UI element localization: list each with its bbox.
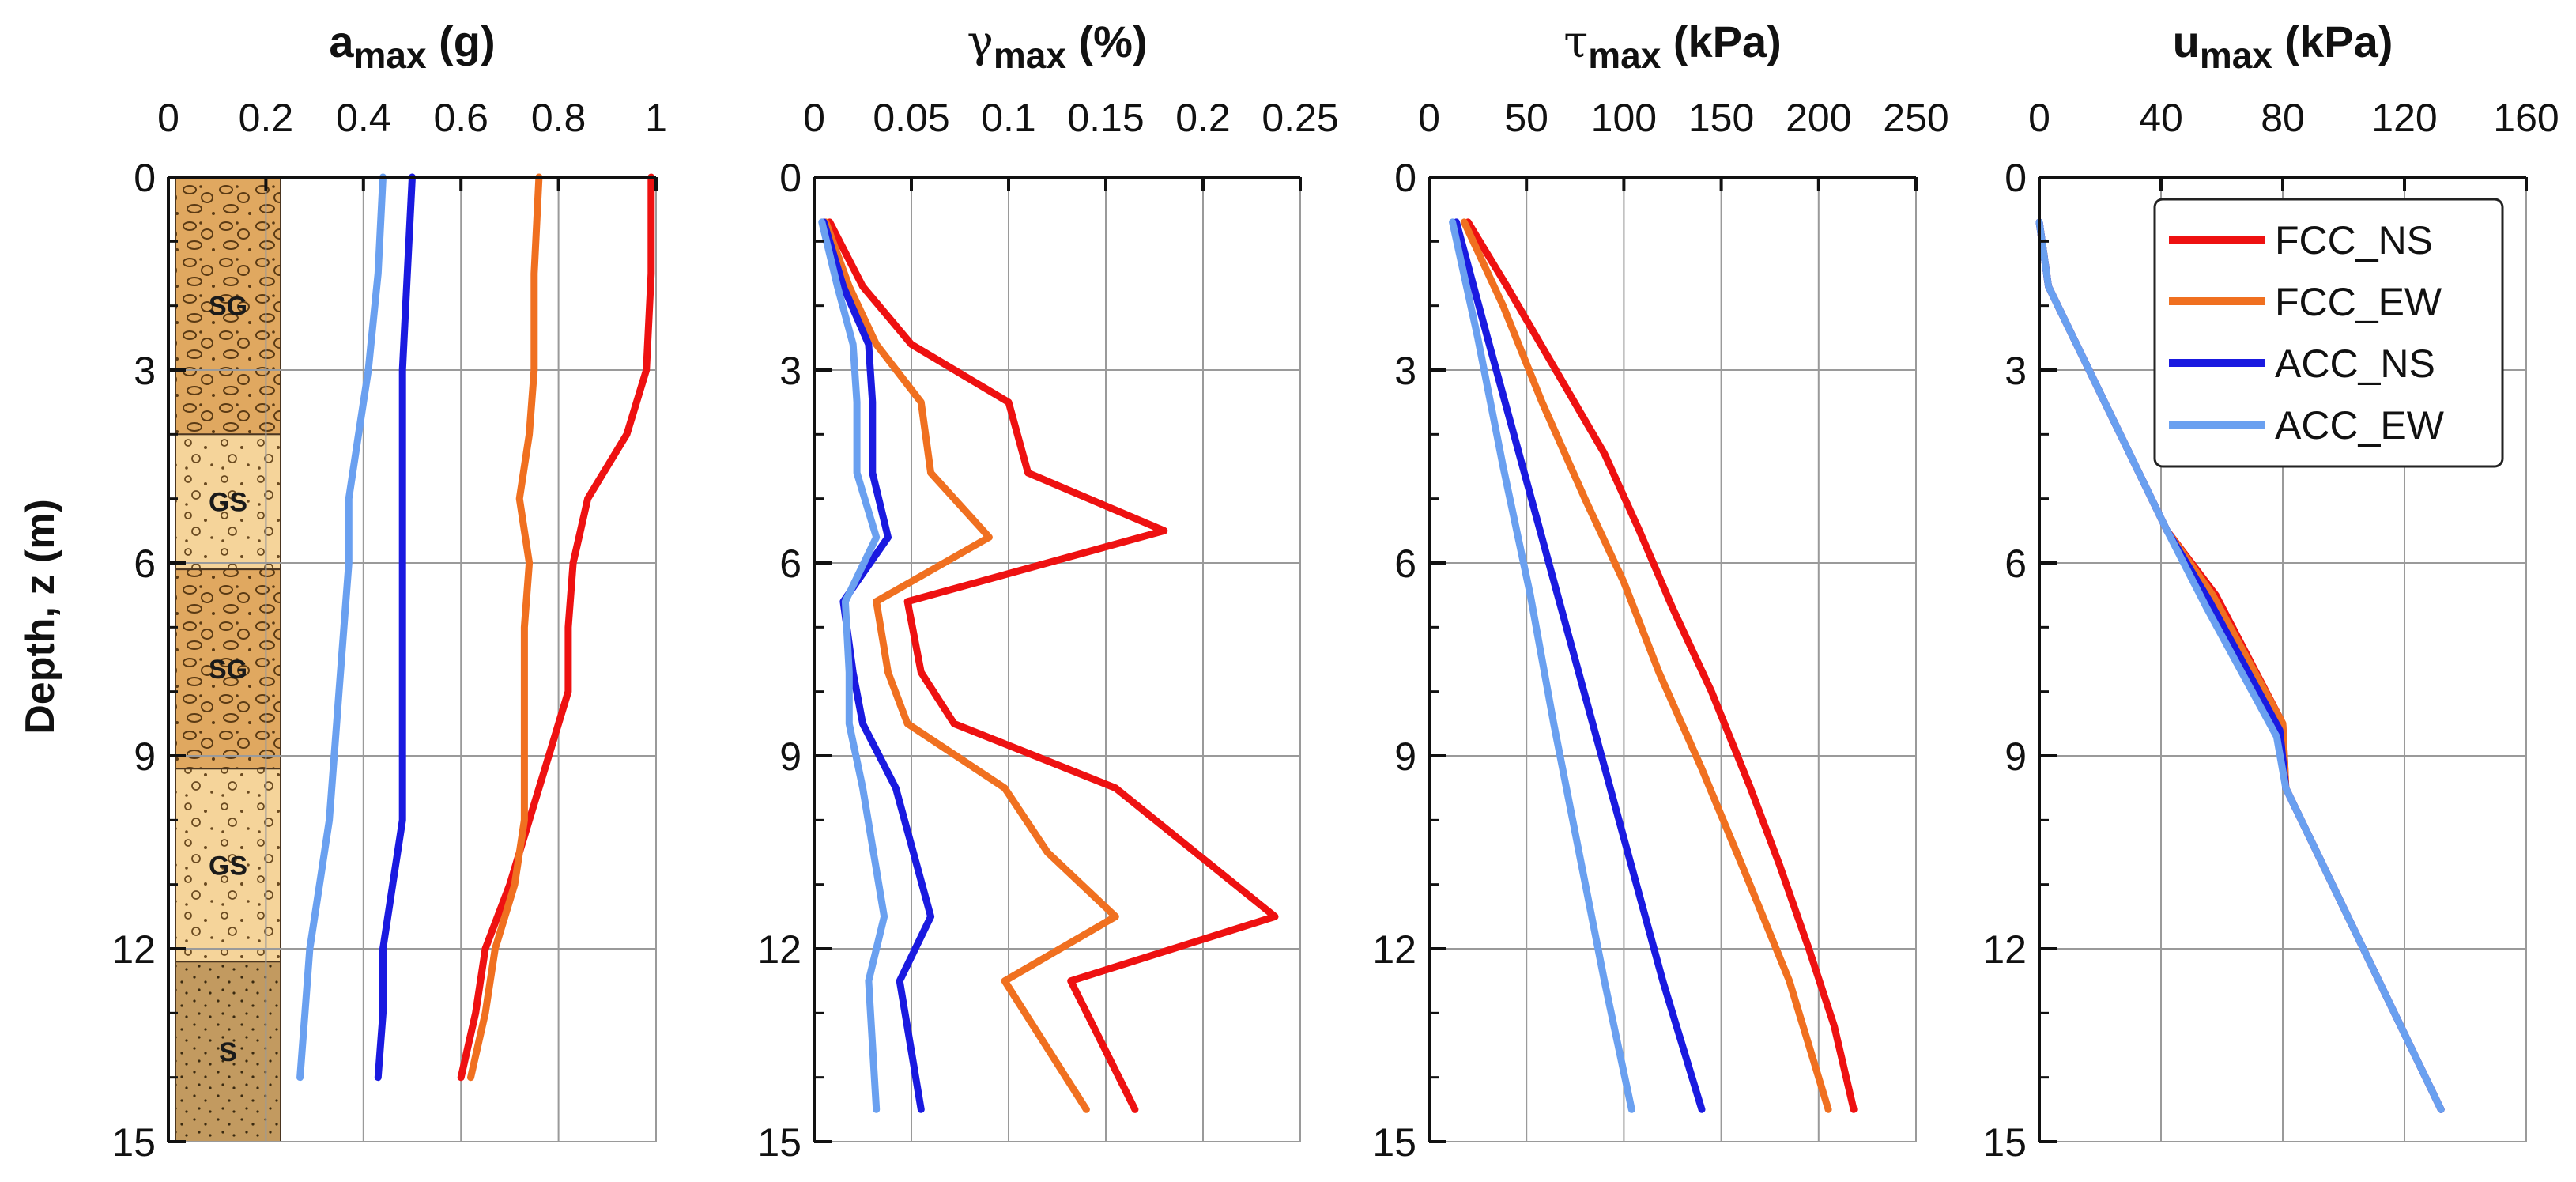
x-tick-label-2: 0.4 — [336, 96, 391, 140]
y-tick-label-1: 3 — [134, 349, 156, 393]
y-tick-label-1: 3 — [2005, 349, 2027, 393]
y-tick-label-2: 6 — [1394, 542, 1416, 586]
panel-gamma-max: 0 0.05 0.1 0.15 0.2 0.25 0 3 6 9 12 15 γmax (%) — [757, 17, 1338, 1165]
y-tick-label-5: 15 — [111, 1120, 156, 1165]
x-tick-label-5: 0.25 — [1262, 96, 1338, 140]
y-tick-label-2: 6 — [779, 542, 801, 586]
x-tick-label-2: 80 — [2261, 96, 2305, 140]
y-tick-label-0: 0 — [1394, 156, 1416, 200]
legend-box — [2153, 198, 2504, 468]
x-tick-label-3: 0.15 — [1067, 96, 1144, 140]
legend-label-fcc-ew: FCC_EW — [2275, 280, 2442, 324]
soil-layer-label-3: GS — [209, 851, 247, 881]
soil-layer-label-1: GS — [209, 488, 247, 518]
x-tick-label-3: 0.6 — [433, 96, 488, 140]
legend-label-fcc-ns: FCC_NS — [2275, 218, 2433, 262]
y-tick-label-0: 0 — [134, 156, 156, 200]
panel-amax: SG GS SG GS S 0 0.2 0.4 0.6 0.8 1 0 3 6 9 12 15 amax (g) — [111, 17, 667, 1165]
soil-layer-label-2: SG — [209, 655, 247, 685]
series-line-fcc-ns — [457, 173, 655, 1082]
soil-layer-label-0: SG — [209, 292, 247, 322]
y-tick-label-3: 9 — [1394, 735, 1416, 779]
x-tick-label-0: 0 — [803, 96, 825, 140]
panel-title: τmax (kPa) — [1563, 17, 1782, 76]
x-tick-label-4: 0.2 — [1175, 96, 1231, 140]
series-line-acc-ew — [818, 218, 888, 1113]
x-tick-label-0: 0 — [1418, 96, 1440, 140]
y-tick-label-5: 15 — [757, 1120, 801, 1165]
series-line-fcc-ew — [1460, 218, 1832, 1113]
soil-layer-0 — [175, 176, 281, 436]
y-tick-label-5: 15 — [1982, 1120, 2027, 1165]
x-tick-label-0: 0 — [2028, 96, 2050, 140]
soil-layer-1 — [175, 433, 281, 571]
x-tick-label-3: 120 — [2371, 96, 2437, 140]
x-tick-label-1: 0.05 — [873, 96, 949, 140]
x-tick-label-5: 1 — [645, 96, 667, 140]
y-tick-label-1: 3 — [1394, 349, 1416, 393]
x-tick-label-0: 0 — [157, 96, 179, 140]
y-tick-label-3: 9 — [134, 735, 156, 779]
legend: FCC_NS FCC_EW ACC_NS ACC_EW — [2153, 198, 2504, 468]
y-tick-label-4: 12 — [1982, 927, 2027, 972]
y-tick-label-0: 0 — [2005, 156, 2027, 200]
series-line-fcc-ew — [822, 218, 1119, 1113]
series-line-acc-ns — [820, 218, 935, 1113]
x-tick-label-2: 0.1 — [981, 96, 1036, 140]
y-tick-label-3: 9 — [779, 735, 801, 779]
panel-tau-max: 0 50 100 150 200 250 0 3 6 9 12 15 τmax (kPa) — [1372, 17, 1948, 1165]
series-line-acc-ew — [2035, 218, 2445, 1113]
y-tick-label-2: 6 — [134, 542, 156, 586]
soil-layer-2 — [175, 568, 281, 770]
series-line-acc-ns — [374, 173, 416, 1082]
panel-title: umax (kPa) — [2173, 17, 2393, 76]
y-tick-label-0: 0 — [779, 156, 801, 200]
x-tick-label-1: 0.2 — [239, 96, 294, 140]
soil-layer-4 — [175, 961, 281, 1143]
x-tick-label-1: 40 — [2139, 96, 2183, 140]
soil-layer-label-4: S — [219, 1037, 237, 1067]
y-tick-label-4: 12 — [111, 927, 156, 972]
y-tick-label-5: 15 — [1372, 1120, 1416, 1165]
y-tick-label-1: 3 — [779, 349, 801, 393]
x-tick-label-2: 100 — [1591, 96, 1657, 140]
series-line-fcc-ns — [1464, 218, 1858, 1113]
panel-u-max: 0 40 80 120 160 0 3 6 9 12 15 umax (kPa) — [1982, 17, 2559, 1165]
series-line-acc-ew — [1449, 218, 1635, 1113]
y-tick-label-4: 12 — [757, 927, 801, 972]
x-tick-label-5: 250 — [1883, 96, 1948, 140]
series-line-fcc-ns — [826, 218, 1279, 1113]
x-tick-label-3: 150 — [1688, 96, 1754, 140]
y-tick-label-2: 6 — [2005, 542, 2027, 586]
x-tick-label-4: 160 — [2493, 96, 2559, 140]
panel-title: amax (g) — [329, 17, 495, 76]
x-tick-label-4: 200 — [1786, 96, 1851, 140]
y-tick-label-4: 12 — [1372, 927, 1416, 972]
soil-layer-3 — [175, 768, 281, 963]
x-tick-label-1: 50 — [1504, 96, 1548, 140]
legend-label-acc-ew: ACC_EW — [2275, 403, 2445, 447]
series-line-acc-ns — [1453, 218, 1706, 1113]
legend-label-acc-ns: ACC_NS — [2275, 342, 2435, 386]
panel-title: γmax (%) — [967, 17, 1147, 76]
y-axis-label: Depth, z (m) — [17, 499, 63, 735]
series-line-acc-ew — [296, 173, 387, 1082]
x-tick-label-4: 0.8 — [531, 96, 586, 140]
series-line-fcc-ew — [467, 173, 543, 1082]
y-tick-label-3: 9 — [2005, 735, 2027, 779]
